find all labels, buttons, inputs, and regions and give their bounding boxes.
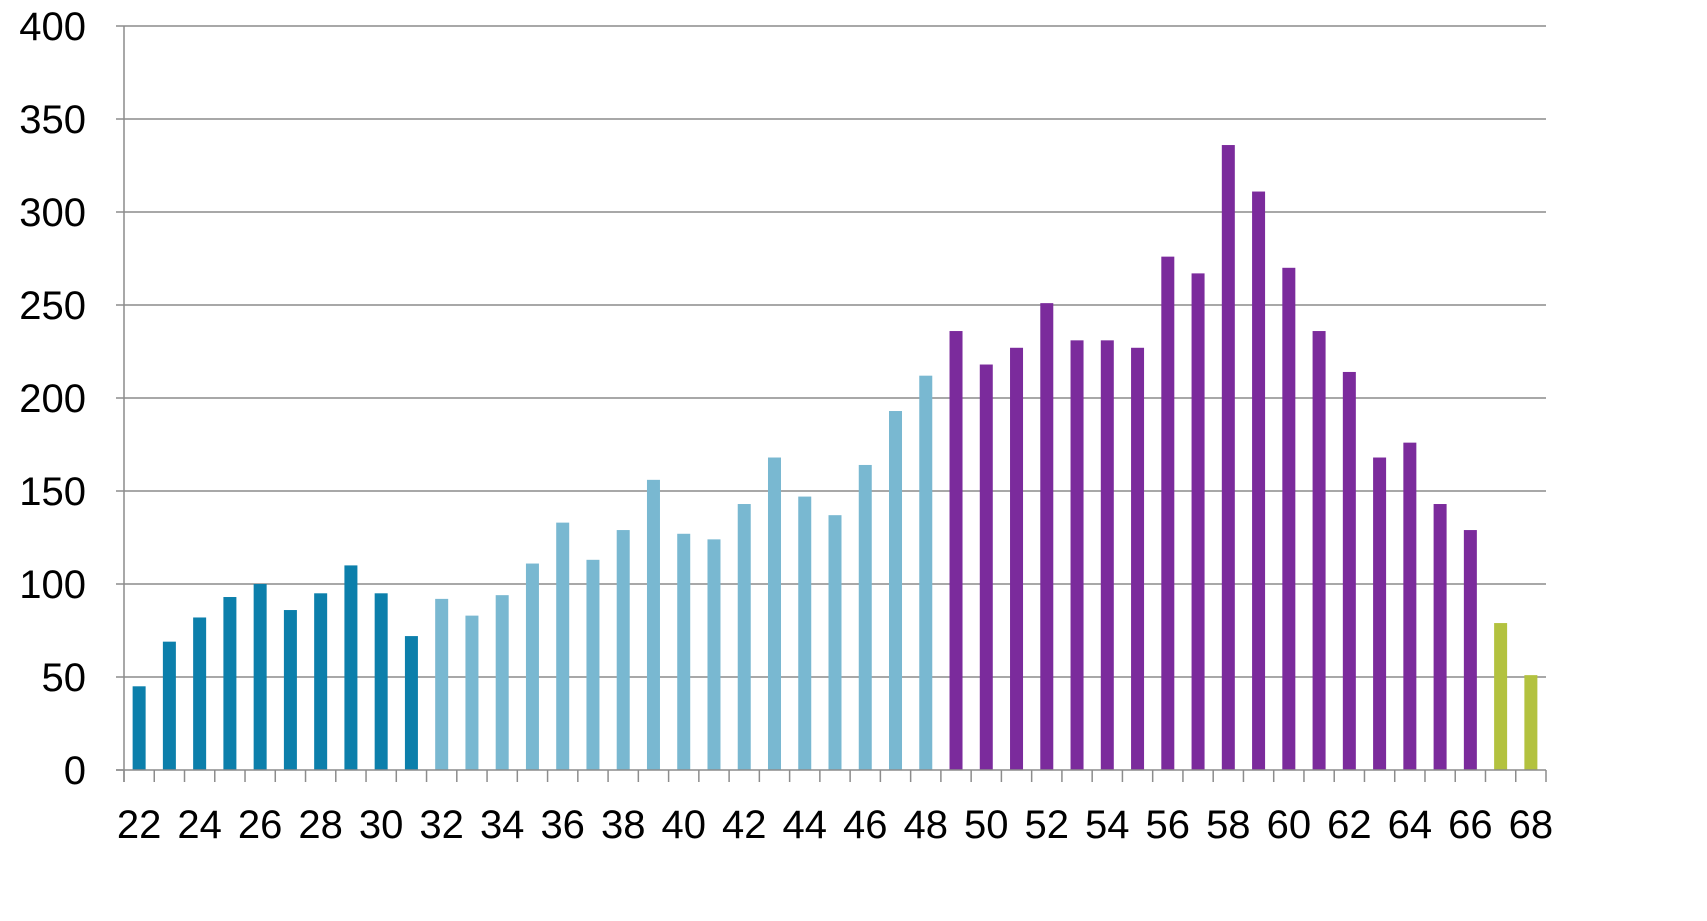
x-tick-label: 22 — [117, 803, 162, 847]
bar — [1373, 458, 1386, 770]
bar — [1222, 145, 1235, 770]
bar — [223, 597, 236, 770]
x-tick-labels: 22 24 26 28 30 32 34 36 38 40 42 44 46 48 50 52 54 56 58 60… — [117, 803, 1553, 847]
bar — [1313, 331, 1326, 770]
y-tick-label: 100 — [19, 563, 86, 607]
bar — [314, 593, 327, 770]
bar — [1434, 504, 1447, 770]
y-tick-label: 350 — [19, 98, 86, 142]
x-tick-label: 50 — [964, 803, 1009, 847]
bar — [1071, 340, 1084, 770]
x-tick-label: 34 — [480, 803, 525, 847]
x-tick-label: 40 — [661, 803, 706, 847]
bar — [1131, 348, 1144, 770]
y-tick-label: 300 — [19, 191, 86, 235]
bar — [1040, 303, 1053, 770]
x-tick-label: 58 — [1206, 803, 1251, 847]
bar — [1524, 675, 1537, 770]
y-tick-label: 150 — [19, 470, 86, 514]
bar — [133, 686, 146, 770]
x-tick-label: 42 — [722, 803, 767, 847]
bar — [1010, 348, 1023, 770]
bar — [163, 642, 176, 770]
x-tick-label: 38 — [601, 803, 646, 847]
bar — [193, 617, 206, 770]
bar — [1464, 530, 1477, 770]
x-tick-label: 54 — [1085, 803, 1130, 847]
x-tick-label: 28 — [298, 803, 343, 847]
x-tick-label: 32 — [419, 803, 464, 847]
bar — [1282, 268, 1295, 770]
bar — [496, 595, 509, 770]
bar — [435, 599, 448, 770]
bar — [375, 593, 388, 770]
y-tick-label: 50 — [42, 656, 87, 700]
x-tick-label: 60 — [1267, 803, 1312, 847]
x-tick-label: 26 — [238, 803, 283, 847]
bar — [284, 610, 297, 770]
x-tick-label: 68 — [1509, 803, 1554, 847]
bar — [707, 539, 720, 770]
bar — [617, 530, 630, 770]
bar — [1192, 273, 1205, 770]
bar — [647, 480, 660, 770]
x-tick-label: 44 — [782, 803, 827, 847]
x-tick-label: 56 — [1146, 803, 1191, 847]
bar — [829, 515, 842, 770]
bar — [980, 365, 993, 770]
bar — [919, 376, 932, 770]
bar — [254, 584, 267, 770]
x-tick-label: 48 — [904, 803, 949, 847]
x-tick-label: 46 — [843, 803, 888, 847]
bar — [1161, 257, 1174, 770]
bar — [1494, 623, 1507, 770]
bar — [465, 616, 478, 770]
bar — [1252, 192, 1265, 770]
bar — [344, 565, 357, 770]
bar — [1101, 340, 1114, 770]
bar — [405, 636, 418, 770]
y-tick-label: 250 — [19, 284, 86, 328]
bar — [950, 331, 963, 770]
y-tick-label: 400 — [19, 5, 86, 49]
bar — [768, 458, 781, 770]
bar — [677, 534, 690, 770]
bar — [586, 560, 599, 770]
x-tick-label: 66 — [1448, 803, 1493, 847]
x-tick-label: 62 — [1327, 803, 1372, 847]
bar — [556, 523, 569, 770]
bar — [526, 564, 539, 770]
x-tick-label: 36 — [540, 803, 585, 847]
x-tick-label: 64 — [1388, 803, 1433, 847]
y-tick-label: 0 — [64, 749, 86, 793]
bar — [1403, 443, 1416, 770]
x-tick-label: 30 — [359, 803, 404, 847]
bar — [859, 465, 872, 770]
bar — [889, 411, 902, 770]
x-tick-label: 24 — [177, 803, 222, 847]
bar — [798, 497, 811, 770]
y-tick-labels: 0 50 100 150 200 250 300 350 400 — [19, 5, 86, 793]
bar — [738, 504, 751, 770]
bar — [1343, 372, 1356, 770]
y-tick-label: 200 — [19, 377, 86, 421]
x-tick-label: 52 — [1025, 803, 1070, 847]
